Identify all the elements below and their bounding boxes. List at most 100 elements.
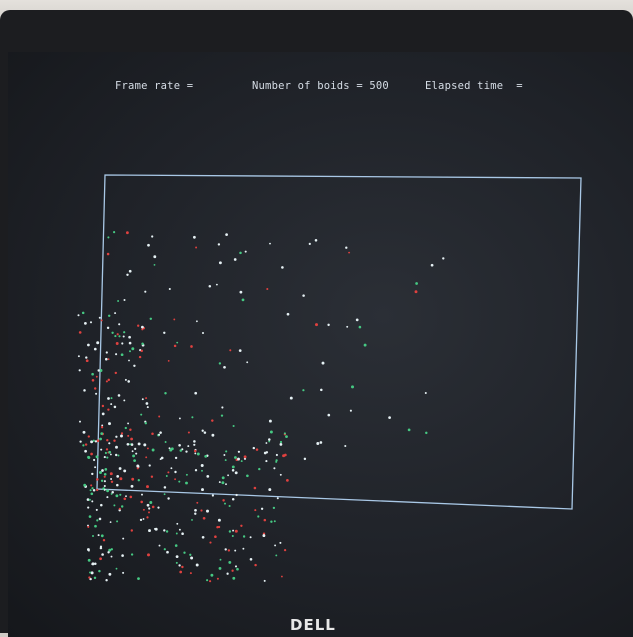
boid bbox=[83, 389, 86, 392]
boid bbox=[178, 480, 181, 483]
boid bbox=[137, 479, 140, 482]
boid bbox=[144, 422, 147, 425]
boid bbox=[222, 499, 225, 502]
boid bbox=[194, 512, 197, 515]
boid bbox=[174, 478, 177, 481]
boid bbox=[98, 517, 102, 521]
boid bbox=[166, 550, 169, 554]
boid bbox=[234, 471, 238, 475]
boid bbox=[99, 545, 103, 548]
boid bbox=[231, 534, 234, 538]
boid bbox=[314, 239, 318, 242]
boid bbox=[96, 488, 99, 492]
boid bbox=[164, 391, 167, 395]
boid bbox=[234, 456, 237, 459]
boid bbox=[108, 548, 112, 552]
boid bbox=[201, 469, 203, 472]
boid bbox=[106, 252, 110, 256]
boid bbox=[95, 455, 98, 458]
boid bbox=[191, 416, 194, 419]
boid bbox=[125, 495, 127, 498]
boid bbox=[178, 417, 181, 420]
boid bbox=[348, 251, 351, 254]
boid bbox=[86, 548, 90, 551]
boid bbox=[137, 577, 140, 580]
boid bbox=[145, 397, 148, 400]
boid bbox=[113, 439, 116, 442]
boid bbox=[90, 484, 93, 487]
boid bbox=[92, 489, 96, 492]
boid bbox=[244, 250, 247, 253]
boid bbox=[151, 235, 154, 238]
boid bbox=[121, 342, 124, 345]
boid bbox=[179, 570, 183, 574]
boid bbox=[200, 509, 203, 512]
boid bbox=[115, 342, 119, 345]
boid bbox=[110, 480, 114, 484]
boid bbox=[231, 465, 235, 469]
boid bbox=[113, 231, 116, 234]
boid bbox=[87, 506, 90, 509]
boid bbox=[236, 567, 239, 571]
boid bbox=[279, 440, 283, 444]
boid bbox=[107, 358, 110, 361]
boid bbox=[142, 508, 145, 511]
boid bbox=[103, 475, 106, 478]
boid bbox=[163, 548, 166, 551]
boid bbox=[82, 444, 85, 447]
boid bbox=[407, 428, 411, 432]
boid bbox=[101, 424, 104, 427]
boid bbox=[168, 447, 171, 450]
boid bbox=[165, 530, 169, 533]
boid bbox=[345, 246, 348, 249]
boid bbox=[167, 497, 170, 500]
boid bbox=[131, 347, 135, 351]
boid bbox=[88, 576, 91, 579]
boid bbox=[415, 282, 418, 285]
boid bbox=[206, 509, 209, 513]
boid bbox=[183, 551, 186, 554]
boid bbox=[272, 506, 276, 510]
boid bbox=[87, 435, 90, 438]
boid bbox=[234, 549, 237, 552]
boid bbox=[122, 571, 125, 574]
boid bbox=[174, 470, 177, 474]
boid bbox=[107, 236, 110, 239]
boid bbox=[191, 518, 193, 521]
boid bbox=[239, 251, 242, 255]
boid bbox=[94, 562, 97, 566]
boid bbox=[226, 572, 229, 575]
boid bbox=[241, 298, 245, 302]
boid bbox=[170, 467, 173, 470]
boid bbox=[141, 342, 144, 345]
boid bbox=[130, 529, 133, 532]
boid bbox=[148, 511, 150, 514]
boid bbox=[211, 494, 215, 497]
boid bbox=[190, 345, 193, 348]
boid bbox=[149, 317, 153, 321]
boid bbox=[225, 483, 227, 486]
boid bbox=[102, 538, 106, 542]
boid bbox=[232, 529, 235, 532]
boid bbox=[128, 335, 131, 339]
boid bbox=[176, 341, 179, 344]
boid bbox=[201, 429, 204, 432]
boid bbox=[98, 316, 101, 319]
boid bbox=[114, 453, 118, 457]
boid bbox=[89, 321, 93, 324]
boid bbox=[140, 500, 143, 504]
boid bbox=[220, 414, 224, 417]
boid bbox=[106, 496, 109, 499]
boid bbox=[346, 325, 349, 328]
boid bbox=[97, 369, 100, 372]
boid bbox=[95, 375, 98, 378]
boid bbox=[105, 351, 108, 354]
boid bbox=[101, 469, 104, 472]
boid bbox=[147, 553, 150, 557]
boid bbox=[100, 426, 104, 429]
boid bbox=[94, 524, 97, 528]
boid bbox=[148, 507, 151, 510]
boid bbox=[111, 490, 114, 494]
boid bbox=[95, 392, 98, 395]
boid bbox=[216, 577, 219, 580]
